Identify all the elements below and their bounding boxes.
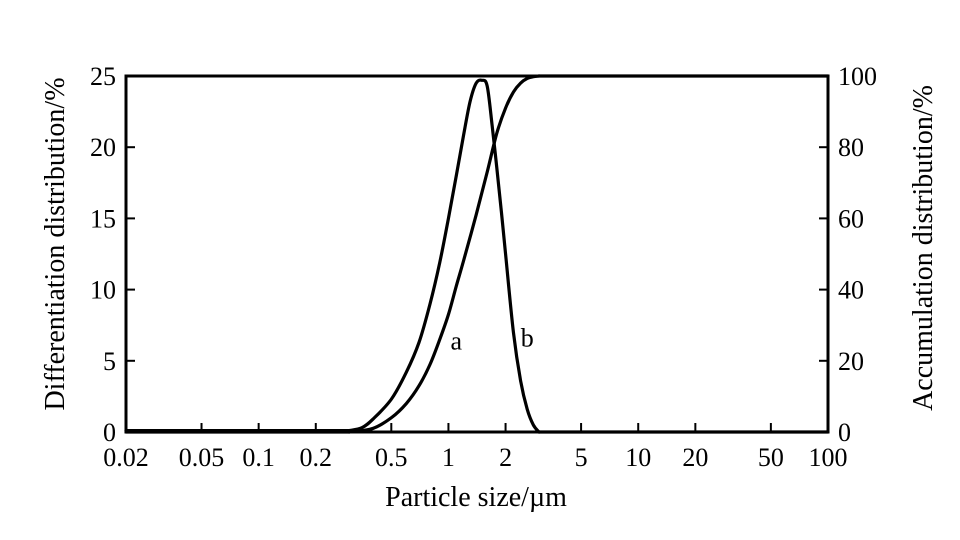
y-left-tick-label: 15 [90, 204, 116, 233]
x-tick-label: 0.02 [103, 443, 149, 472]
x-tick-label: 1 [442, 443, 455, 472]
y-axis-right-title: Accumulation distribution/% [908, 85, 939, 411]
x-tick-label: 0.2 [300, 443, 333, 472]
series-line-b [347, 74, 541, 434]
y-right-tick-label: 0 [838, 418, 851, 447]
y-left-tick-label: 20 [90, 133, 116, 162]
curve-label-b: b [521, 324, 534, 353]
y-right-tick-label: 60 [838, 204, 864, 233]
y-left-tick-label: 5 [103, 347, 116, 376]
y-right-tick-label: 100 [838, 62, 877, 91]
x-tick-label: 0.05 [179, 443, 225, 472]
x-tick-label: 10 [625, 443, 651, 472]
series-line-a [347, 78, 541, 434]
y-right-tick-label: 20 [838, 347, 864, 376]
x-tick-label: 50 [758, 443, 784, 472]
y-left-tick-label: 25 [90, 62, 116, 91]
x-axis-title: Particle size/µm [385, 482, 567, 513]
y-left-tick-label: 0 [103, 418, 116, 447]
x-tick-label: 2 [499, 443, 512, 472]
y-right-tick-label: 40 [838, 276, 864, 305]
x-tick-label: 0.1 [242, 443, 275, 472]
x-tick-label: 0.5 [375, 443, 408, 472]
x-tick-label: 100 [809, 443, 848, 472]
y-left-tick-label: 10 [90, 276, 116, 305]
curve-label-a: a [451, 326, 463, 355]
x-tick-label: 5 [575, 443, 588, 472]
x-tick-label: 20 [682, 443, 708, 472]
series-layer [124, 74, 830, 434]
ticks-layer [125, 75, 829, 433]
y-right-tick-label: 80 [838, 133, 864, 162]
plot-frame [124, 74, 830, 434]
labels-layer: 0.02 0.05 0.1 0.2 0.5 1 2 5 10 20 50 10005101520250… [90, 62, 877, 472]
y-axis-left-title: Differentiation distribution/% [40, 77, 71, 410]
